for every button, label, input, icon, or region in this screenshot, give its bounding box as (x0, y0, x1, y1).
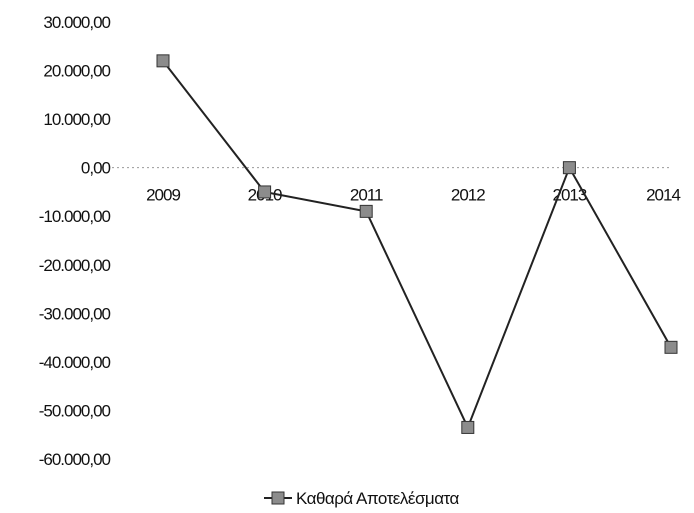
x-tick-label: 2009 (146, 186, 180, 205)
y-tick-label: -10.000,00 (39, 207, 111, 226)
y-tick-label: 20.000,00 (43, 62, 110, 81)
y-tick-label: -50.000,00 (39, 401, 111, 420)
y-tick-label: 30.000,00 (43, 13, 110, 32)
x-tick-label: 2011 (350, 186, 383, 205)
y-tick-label: -20.000,00 (39, 256, 111, 275)
series-markers (156, 54, 678, 434)
data-point-marker (156, 54, 170, 68)
y-tick-label: 0,00 (81, 159, 111, 178)
y-tick-label: -30.000,00 (39, 304, 111, 323)
data-point-marker (461, 420, 475, 434)
data-point-marker (664, 340, 678, 354)
y-tick-label: -60.000,00 (39, 450, 111, 469)
data-point-marker (359, 204, 373, 218)
y-tick-label: 10.000,00 (43, 110, 110, 129)
y-axis-ticks: 30.000,00 20.000,00 10.000,00 0,00 -10.000,0… (39, 13, 112, 469)
y-tick-label: -40.000,00 (39, 353, 111, 372)
data-point-marker (258, 185, 272, 199)
series-line (162, 60, 672, 430)
x-tick-label: 2014 (646, 186, 680, 205)
legend: Καθαρά Αποτελέσματα (264, 489, 460, 508)
legend-marker-icon (271, 491, 285, 505)
x-axis-ticks: 200920102011201220132014 (146, 186, 681, 205)
legend-label: Καθαρά Αποτελέσματα (296, 489, 460, 508)
x-tick-label: 2012 (451, 186, 485, 205)
data-point-marker (562, 161, 576, 175)
